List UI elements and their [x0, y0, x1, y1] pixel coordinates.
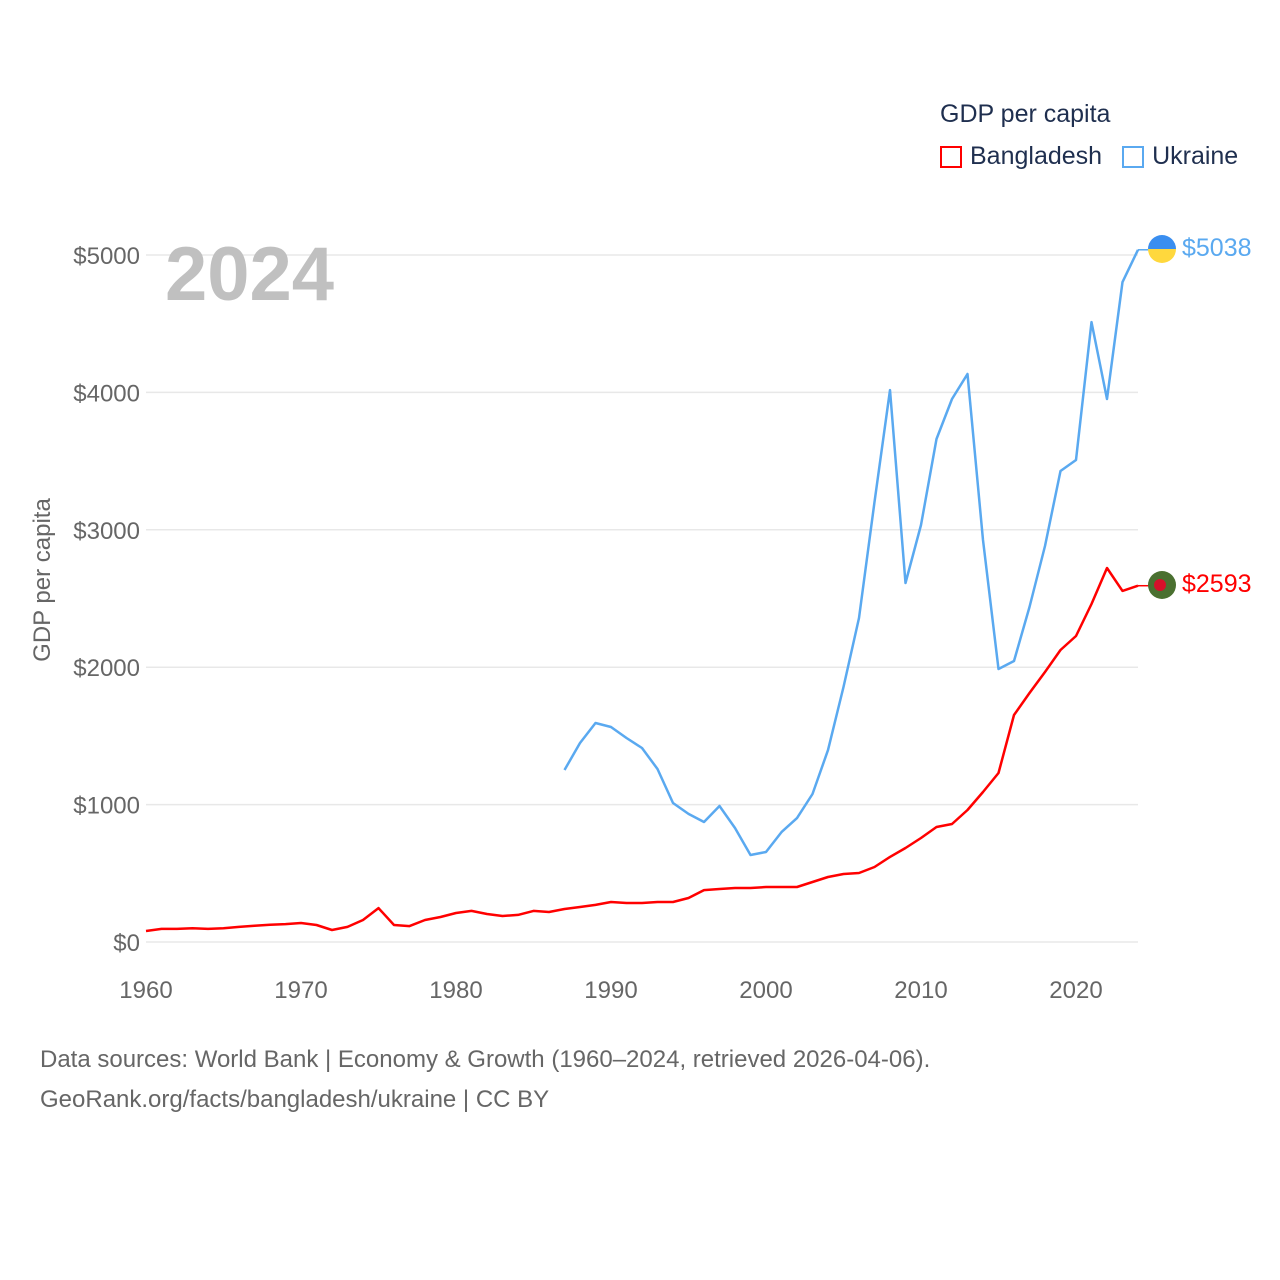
y-tick-label: $0: [113, 930, 140, 957]
x-tick-label: 2010: [894, 977, 947, 1004]
x-tick-label: 1960: [119, 977, 172, 1004]
bangladesh-end-label: $2593: [1182, 570, 1252, 598]
x-tick-label: 2020: [1049, 977, 1102, 1004]
legend-swatch-bangladesh: [940, 145, 962, 168]
y-tick-label: $5000: [73, 243, 140, 270]
legend-swatch-ukraine: [1122, 145, 1145, 168]
y-axis-label: GDP per capita: [29, 498, 56, 662]
x-tick-label: 1980: [429, 977, 482, 1004]
series-line-bangladesh: [145, 566, 1139, 933]
y-tick-label: $4000: [73, 380, 140, 407]
legend-label-ukraine[interactable]: Ukraine: [1152, 142, 1239, 170]
legend-title: GDP per capita: [940, 100, 1111, 128]
source-line-1: Data sources: World Bank | Economy & Gro…: [40, 1046, 931, 1073]
legend: Bangladesh Ukraine: [940, 142, 1238, 171]
series-line-ukraine: [563, 249, 1140, 857]
source-line-2: GeoRank.org/facts/bangladesh/ukraine | C…: [40, 1086, 550, 1113]
x-tick-label: 1990: [584, 977, 637, 1004]
year-watermark: 2024: [165, 232, 334, 317]
y-tick-label: $1000: [73, 793, 140, 820]
y-tick-label: $2000: [73, 655, 140, 682]
x-tick-label: 2000: [739, 977, 792, 1004]
bangladesh-flag-marker: [1148, 571, 1176, 599]
y-tick-label: $3000: [73, 518, 140, 545]
legend-label-bangladesh[interactable]: Bangladesh: [970, 142, 1103, 170]
x-tick-label: 1970: [274, 977, 327, 1004]
ukraine-flag-marker: [1148, 235, 1176, 263]
ukraine-end-label: $5038: [1182, 234, 1252, 262]
